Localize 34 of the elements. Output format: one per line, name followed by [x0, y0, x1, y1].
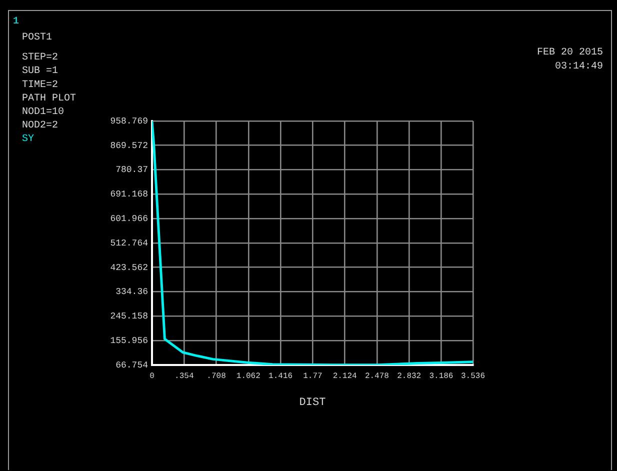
- x-tick-label: .708: [206, 372, 226, 382]
- text: FEB 20 2015: [536, 48, 603, 59]
- y-tick-label: 245.158: [110, 312, 148, 322]
- y-tick-label: 512.764: [110, 238, 148, 248]
- x-axis-title: DIST: [299, 396, 326, 409]
- text: SUB =1: [22, 66, 58, 78]
- y-tick-label: 334.36: [116, 287, 148, 298]
- x-tick-label: 0: [150, 372, 155, 382]
- x-tick-label: 1.062: [236, 372, 261, 382]
- x-tick-label: 3.536: [460, 372, 486, 382]
- x-tick-label: 2.832: [397, 372, 422, 382]
- y-tick-label: 155.956: [110, 336, 148, 346]
- y-tick-label: 423.562: [110, 262, 148, 273]
- x-tick-label: 2.124: [332, 372, 358, 382]
- y-tick-label: 66.754: [116, 360, 148, 370]
- text: TIME=2: [22, 80, 58, 91]
- text: NOD2=2: [22, 120, 58, 132]
- text: 1: [13, 16, 20, 28]
- y-tick-label: 958.769: [110, 116, 148, 126]
- text: SY: [22, 134, 34, 146]
- x-tick-label: 2.478: [364, 372, 390, 382]
- y-tick-label: 691.168: [110, 190, 148, 200]
- x-tick-label: 3.186: [429, 372, 454, 382]
- text: PATH PLOT: [22, 93, 76, 104]
- x-tick-label: .354: [174, 372, 194, 382]
- x-tick-label: 1.416: [268, 372, 293, 382]
- text: 03:14:49: [554, 62, 603, 73]
- text: POST1: [22, 32, 52, 44]
- x-tick-label: 1.77: [303, 372, 322, 382]
- text: NOD1=10: [22, 107, 64, 118]
- y-tick-label: 869.572: [110, 140, 148, 151]
- text: STEP=2: [22, 52, 58, 64]
- y-tick-label: 780.37: [116, 165, 148, 176]
- y-tick-label: 601.966: [110, 214, 148, 224]
